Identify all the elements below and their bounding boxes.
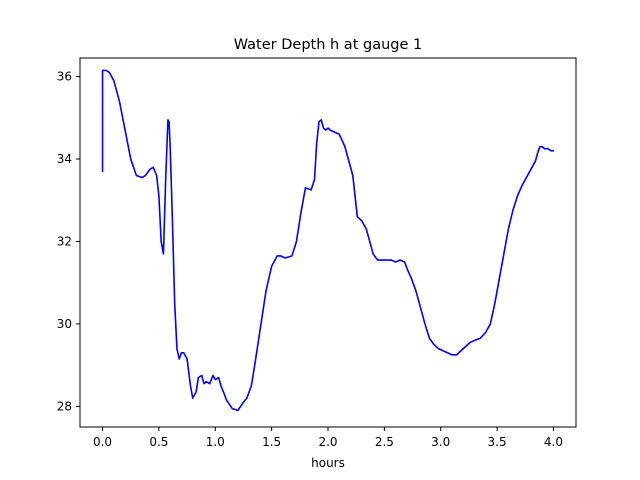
x-tick-label: 2.0 [318,435,337,449]
x-tick-label: 4.0 [544,435,563,449]
chart-title: Water Depth h at gauge 1 [234,37,422,53]
x-axis-ticks: 0.0 0.5 1.0 1.5 2.0 2.5 3.0 3.5 4.0 [93,427,563,449]
y-tick-label: 32 [57,234,72,248]
x-tick-label: 3.0 [431,435,450,449]
series-line-0 [101,69,555,412]
x-axis-label: hours [311,456,345,470]
x-tick-label: 0.5 [149,435,168,449]
x-tick-label: 0.0 [93,435,112,449]
x-tick-label: 1.5 [262,435,281,449]
y-tick-label: 30 [57,317,72,331]
x-tick-label: 3.5 [488,435,507,449]
plot-area-frame [79,57,577,428]
x-tick-label: 2.5 [375,435,394,449]
y-tick-label: 34 [57,152,72,166]
y-axis-ticks: 28 30 32 34 36 [57,70,80,413]
y-tick-label: 28 [57,399,72,413]
y-tick-label: 36 [57,70,72,84]
series-group [101,69,555,412]
x-tick-label: 1.0 [206,435,225,449]
